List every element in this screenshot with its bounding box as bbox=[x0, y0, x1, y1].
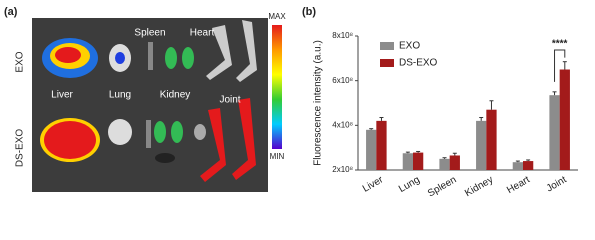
organ-signal bbox=[182, 47, 194, 69]
colorbar-min: MIN bbox=[270, 152, 285, 161]
colorbar-max: MAX bbox=[268, 12, 286, 21]
row-label: EXO bbox=[15, 51, 26, 72]
organ-label: Joint bbox=[219, 95, 240, 106]
organ bbox=[206, 25, 232, 80]
x-tick-label: Lung bbox=[397, 174, 422, 195]
image-panel: (a) MAX MIN EXO DS-EXO Liver Lung Spleen… bbox=[4, 6, 286, 192]
organ-signal bbox=[171, 121, 183, 143]
organ-signal bbox=[44, 121, 96, 159]
colorbar bbox=[272, 25, 282, 149]
organ-signal bbox=[200, 108, 226, 182]
legend-label: DS-EXO bbox=[399, 58, 438, 69]
organ-signal bbox=[165, 47, 177, 69]
bar bbox=[523, 161, 534, 170]
bar bbox=[549, 95, 560, 170]
organ-label: Kidney bbox=[160, 90, 191, 101]
bar bbox=[366, 129, 377, 170]
organ bbox=[146, 120, 151, 148]
figure: (a) MAX MIN EXO DS-EXO Liver Lung Spleen… bbox=[4, 6, 578, 199]
bar bbox=[512, 162, 523, 170]
organ bbox=[236, 20, 257, 82]
y-axis-label: Fluorescence intensity (a.u.) bbox=[313, 40, 324, 166]
organ-label: Liver bbox=[51, 90, 73, 101]
legend-swatch bbox=[380, 42, 394, 50]
organ bbox=[108, 119, 132, 145]
organ-signal bbox=[154, 121, 166, 143]
organ-label: Lung bbox=[109, 90, 131, 101]
x-tick-label: Liver bbox=[361, 174, 386, 195]
panel-label: (a) bbox=[4, 6, 18, 18]
bar bbox=[486, 109, 497, 170]
bar bbox=[376, 120, 387, 170]
organ-signal bbox=[232, 98, 256, 180]
organ bbox=[148, 42, 153, 70]
organ bbox=[194, 124, 206, 140]
organ-signal bbox=[115, 52, 125, 64]
row-label: DS-EXO bbox=[15, 129, 26, 168]
y-tick-label: 8x10⁸ bbox=[332, 31, 353, 40]
y-tick-label: 4x10⁸ bbox=[332, 120, 353, 129]
y-tick-label: 6x10⁸ bbox=[332, 76, 353, 85]
bar bbox=[449, 155, 460, 170]
legend-swatch bbox=[380, 59, 394, 67]
chart: (b) Fluorescence intensity (a.u.) 2x10⁸ 4… bbox=[302, 6, 578, 199]
x-tick-label: Joint bbox=[545, 174, 569, 194]
x-tick-label: Kidney bbox=[463, 174, 495, 199]
bar bbox=[402, 153, 413, 170]
organ bbox=[155, 153, 175, 163]
significance-bracket bbox=[554, 49, 566, 82]
x-tick-label: Heart bbox=[505, 174, 532, 196]
organ-label: Heart bbox=[190, 28, 215, 39]
bar bbox=[439, 158, 450, 170]
x-tick-label: Spleen bbox=[426, 174, 458, 199]
bar bbox=[413, 152, 424, 170]
organ-signal bbox=[55, 47, 81, 63]
organ-label: Spleen bbox=[134, 28, 165, 39]
significance-label: **** bbox=[552, 39, 568, 50]
panel-label: (b) bbox=[302, 6, 316, 18]
y-tick-label: 2x10⁸ bbox=[332, 165, 353, 174]
legend-label: EXO bbox=[399, 41, 420, 52]
bar bbox=[559, 69, 570, 170]
bar bbox=[476, 120, 487, 170]
